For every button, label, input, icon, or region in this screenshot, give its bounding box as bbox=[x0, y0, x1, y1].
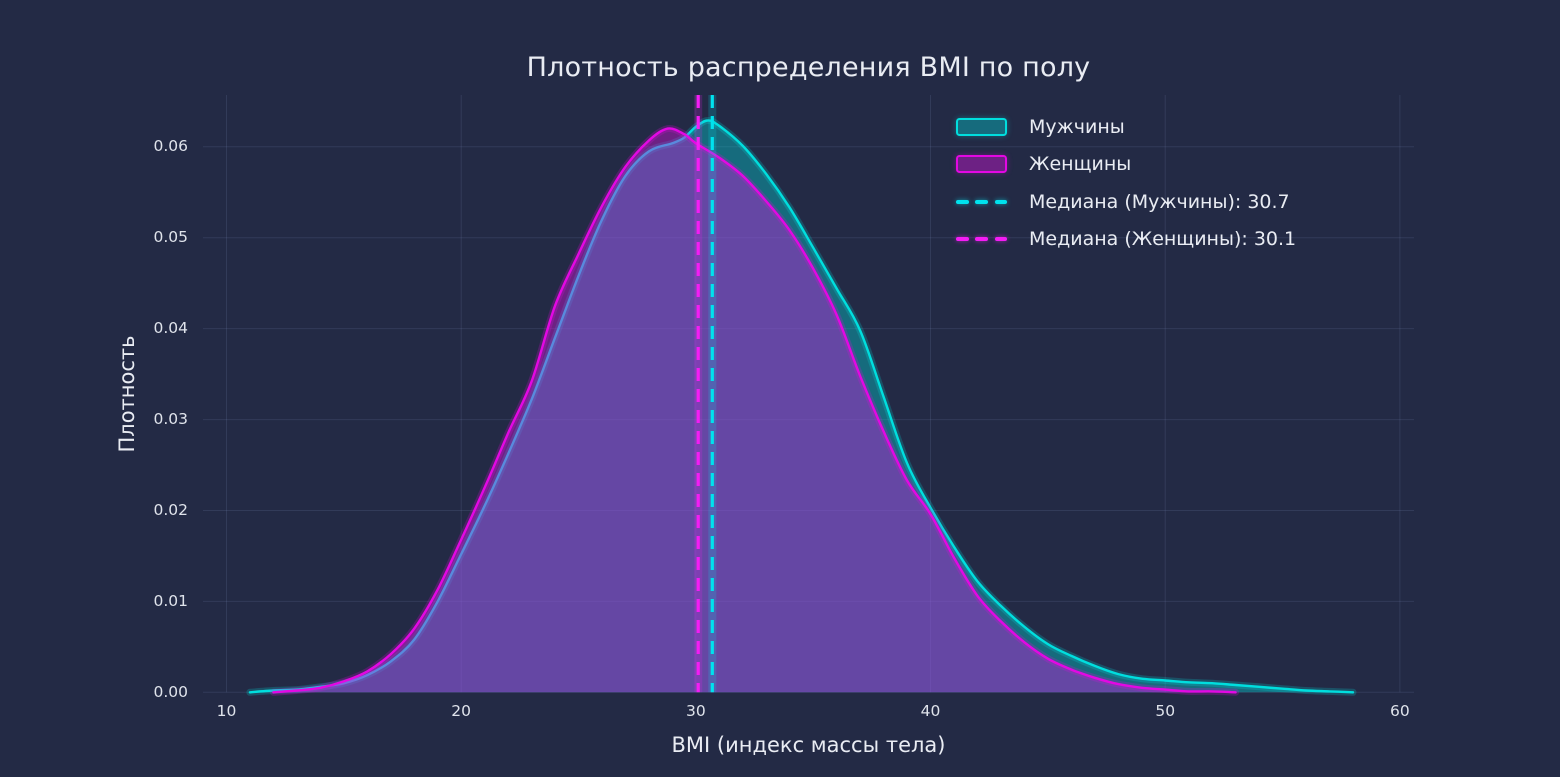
x-tick-label: 40 bbox=[920, 702, 941, 720]
men-area-swatch bbox=[956, 117, 1007, 136]
median-women-dash-swatch bbox=[956, 237, 1007, 242]
legend-label-women: Женщины bbox=[1029, 153, 1132, 176]
y-tick-label: 0.00 bbox=[153, 682, 188, 701]
x-tick-label: 60 bbox=[1390, 702, 1410, 720]
men-density-line bbox=[248, 119, 1355, 694]
legend-item-men: Мужчины bbox=[956, 108, 1296, 146]
y-tick-label: 0.01 bbox=[153, 591, 188, 610]
y-tick-label: 0.04 bbox=[153, 319, 188, 338]
y-tick-label: 0.03 bbox=[153, 410, 188, 429]
legend-label-median-women: Медиана (Женщины): 30.1 bbox=[1029, 228, 1297, 251]
median-men-dash-swatch bbox=[956, 199, 1007, 204]
legend-item-median-women: Медиана (Женщины): 30.1 bbox=[956, 221, 1296, 259]
legend-label-median-men: Медиана (Мужчины): 30.7 bbox=[1029, 190, 1290, 213]
y-axis-label: Плотность bbox=[115, 335, 139, 453]
x-axis-label: BMI (индекс массы тела) bbox=[671, 733, 946, 757]
x-tick-label: 20 bbox=[451, 702, 472, 720]
women-density-fill bbox=[273, 128, 1236, 693]
legend-item-median-men: Медиана (Мужчины): 30.7 bbox=[956, 183, 1296, 221]
y-tick-label: 0.06 bbox=[153, 137, 188, 156]
legend: Мужчины Женщины Медиана (Мужчины): 30.7 … bbox=[956, 108, 1296, 258]
men-density-fill bbox=[249, 120, 1353, 693]
x-tick-label: 30 bbox=[685, 702, 706, 720]
legend-item-women: Женщины bbox=[956, 146, 1296, 184]
women-density-line bbox=[272, 127, 1237, 694]
x-tick-label: 10 bbox=[216, 702, 237, 720]
x-tick-label: 50 bbox=[1155, 702, 1176, 720]
legend-label-men: Мужчины bbox=[1029, 115, 1125, 138]
y-tick-label: 0.05 bbox=[153, 228, 188, 247]
women-area-swatch bbox=[956, 155, 1007, 174]
y-tick-label: 0.02 bbox=[153, 500, 188, 519]
chart-title: Плотность распределения BMI по полу bbox=[526, 52, 1091, 83]
